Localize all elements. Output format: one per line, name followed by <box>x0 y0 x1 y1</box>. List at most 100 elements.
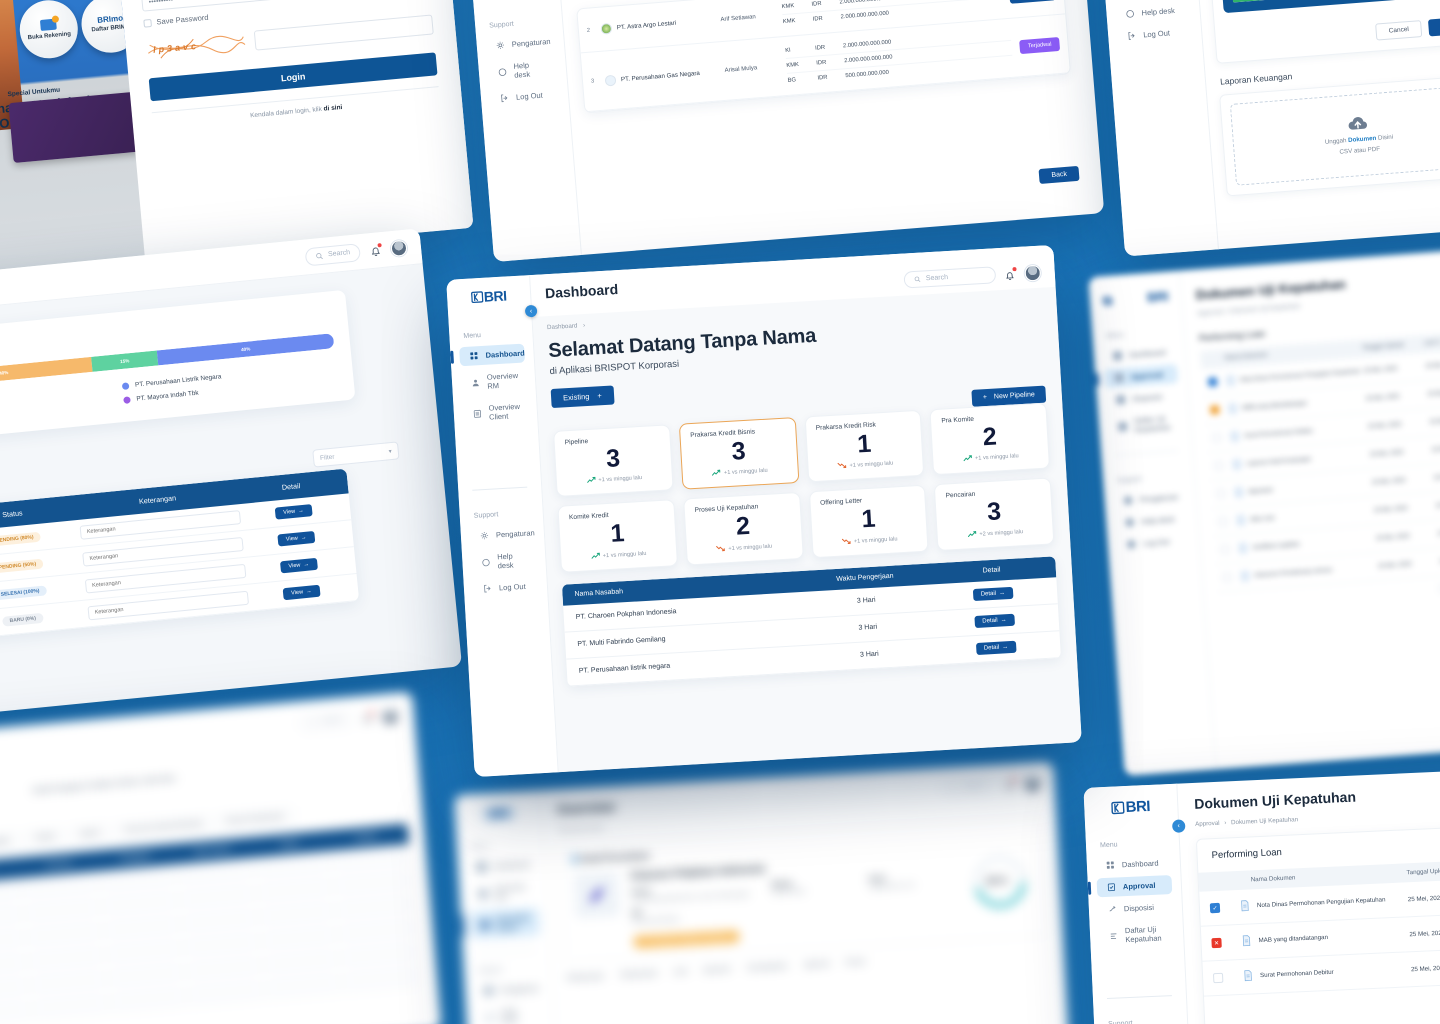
kredit-cell[interactable] <box>340 945 416 965</box>
kredit-cell[interactable] <box>265 975 341 996</box>
sidebar-item-overview-rm[interactable]: Overview RM <box>468 876 538 908</box>
overview-tab[interactable]: Pelaksanaan <box>566 972 605 983</box>
kredit-cell[interactable] <box>26 924 102 944</box>
sidebar-item-log-out[interactable]: Log Out <box>489 84 559 108</box>
sidebar-item-daftar-uji-kepatuhan[interactable]: Daftar Uji Kepatuhan <box>1099 919 1175 950</box>
kredit-cell[interactable] <box>0 907 22 927</box>
kredit-tab[interactable]: Penurunan Spesial Reporting <box>114 814 213 841</box>
sidebar-item-pengaturan[interactable]: Pengaturan <box>1113 487 1187 511</box>
kredit-cell[interactable] <box>336 897 412 917</box>
view-button[interactable]: View → <box>282 584 321 601</box>
sidebar-item-pengaturan[interactable]: Pengaturan <box>474 978 544 1001</box>
breadcrumb-parent[interactable]: Approval <box>1195 819 1220 828</box>
kredit-cell[interactable] <box>31 972 106 992</box>
stat-card-offering-letter[interactable]: Offering Letter 1 +1 vs minggu lalu <box>808 484 929 558</box>
kredit-cell[interactable] <box>263 951 338 972</box>
kredit-cell[interactable] <box>183 934 259 955</box>
sidebar-item-help-desk[interactable]: Help desk <box>471 545 538 577</box>
kredit-tab[interactable]: Tambah <box>24 827 66 849</box>
kredit-cell[interactable] <box>0 931 25 951</box>
stat-card-pipeline[interactable]: Pipeline 3 +1 vs minggu lalu <box>553 424 674 498</box>
kredit-cell[interactable] <box>185 958 261 979</box>
overview-tab[interactable]: Limit <box>673 968 688 977</box>
jadwal-action-button[interactable]: Terjadwal <box>1019 36 1061 55</box>
promo-tile-buka-rekening[interactable]: Buka Rekening <box>17 0 81 61</box>
kredit-cell[interactable] <box>29 948 104 968</box>
kredit-cell[interactable] <box>181 910 257 931</box>
stat-card-prakarsa-kredit-bisnis[interactable]: Prakarsa Kredit Bisnis 3 +1 vs minggu lalu <box>678 417 799 490</box>
kredit-cell[interactable] <box>102 893 177 914</box>
kredit-cell[interactable] <box>261 928 336 948</box>
stat-card-prakarsa-kredit-risk[interactable]: Prakarsa Kredit Risk 1 +1 vs minggu lalu <box>804 409 925 483</box>
overview-tab[interactable]: Proses <box>845 958 866 967</box>
kredit-cell[interactable] <box>110 989 186 1009</box>
search-box[interactable]: Search <box>304 242 362 266</box>
sidebar-item-help-desk[interactable]: Help desk <box>1115 0 1191 24</box>
dashboard-search[interactable]: Search <box>903 266 997 289</box>
sidebar-item-daftar-uji-kepatuhan[interactable]: Daftar Uji Kepatuhan <box>1107 408 1182 441</box>
detail-button[interactable]: Detail → <box>975 640 1017 655</box>
stat-card-pra-komite[interactable]: Pra Komite 2 +1 vs minggu lalu <box>929 402 1051 476</box>
overview-search[interactable]: Search <box>940 776 996 797</box>
sidebar-item-dashboard[interactable]: Dashboard <box>1096 853 1172 875</box>
kredit-cell[interactable] <box>108 965 184 985</box>
kredit-tab[interactable]: Perpanjangan <box>0 831 21 854</box>
kredit-cell[interactable] <box>259 904 334 924</box>
sidebar-item-dashboard[interactable]: Dashboard <box>467 855 537 878</box>
sidebar-item-dashboard[interactable]: Dashboard <box>1102 342 1176 366</box>
back-button[interactable]: Back <box>1038 165 1080 184</box>
view-button[interactable]: View → <box>277 530 315 547</box>
kredit-cell[interactable] <box>254 856 330 876</box>
kredit-search[interactable]: Search <box>298 710 355 733</box>
kredit-cell[interactable] <box>33 996 108 1016</box>
kredit-cell[interactable] <box>106 941 181 961</box>
kredit-tab[interactable]: Restruk Penyelesaian <box>216 807 295 832</box>
sidebar-item-disposisi[interactable]: Disposisi <box>1098 897 1174 919</box>
sidebar-item-overview-client[interactable]: Overview Client <box>469 907 541 940</box>
sidebar-item-help-desk[interactable]: Help desk <box>487 53 558 86</box>
sidebar-item-overview-rm[interactable]: Overview RM <box>460 366 527 398</box>
kredit-cell[interactable] <box>0 883 20 903</box>
row-checkbox[interactable] <box>1207 377 1218 387</box>
row-checkbox[interactable] <box>1222 572 1232 583</box>
row-checkbox[interactable] <box>1220 544 1230 555</box>
detail-button[interactable]: Detail → <box>972 586 1014 601</box>
login-help-link[interactable]: di sini <box>323 103 343 113</box>
sidebar-item-disposisi[interactable]: Disposisi <box>1106 386 1180 410</box>
row-checkbox[interactable] <box>1212 972 1224 984</box>
kredit-cell[interactable] <box>179 886 255 907</box>
kredit-cell[interactable] <box>104 917 179 938</box>
save-password-checkbox[interactable] <box>143 18 152 28</box>
sidebar-item-log-out[interactable]: Log Out <box>1117 22 1193 47</box>
overview-tab[interactable]: Approval <box>803 960 830 969</box>
dropzone-link[interactable]: Dokumen <box>1347 134 1377 145</box>
sidebar-item-pengaturan[interactable]: Pengaturan <box>469 523 535 546</box>
overview-tab[interactable]: Uji Kepatuhan <box>746 962 788 972</box>
row-checkbox[interactable] <box>1209 405 1220 415</box>
kredit-cell[interactable] <box>24 900 100 920</box>
sidebar-item-approval[interactable]: Approval <box>1104 364 1179 389</box>
kredit-cell[interactable] <box>257 880 332 900</box>
kredit-cell[interactable] <box>0 1002 31 1023</box>
kredit-tab[interactable]: Apatura <box>69 823 111 845</box>
kredit-cell[interactable] <box>22 876 98 896</box>
notification-bell-icon[interactable] <box>1004 267 1017 280</box>
avatar[interactable] <box>381 707 399 725</box>
avatar[interactable] <box>1023 774 1041 792</box>
row-checkbox[interactable] <box>1216 488 1226 499</box>
kredit-cell[interactable] <box>177 863 253 883</box>
detail-button[interactable]: Detail → <box>973 613 1015 628</box>
notification-bell-icon[interactable] <box>1004 777 1017 791</box>
sidebar-item-log-out[interactable]: Log Out <box>472 576 538 599</box>
view-button[interactable]: View → <box>279 557 318 574</box>
overview-tab[interactable]: Dokumen <box>703 965 732 975</box>
kredit-cell[interactable] <box>338 921 414 941</box>
stat-card-proses-uji-kepatuhan[interactable]: Proses Uji Kepatuhan 2 +1 vs minggu lalu <box>682 492 804 566</box>
row-checkbox[interactable] <box>1218 516 1228 527</box>
kredit-cell[interactable] <box>332 849 407 869</box>
view-button[interactable]: View → <box>274 504 313 520</box>
kredit-cell[interactable] <box>100 869 175 890</box>
stat-card-pencairan[interactable]: Pencairan 3 +2 vs minggu lalu <box>934 477 1055 551</box>
sidebar-item-help-desk[interactable]: Help desk <box>1115 509 1189 533</box>
sidebar-item-log-out[interactable]: Log Out <box>1116 531 1190 555</box>
